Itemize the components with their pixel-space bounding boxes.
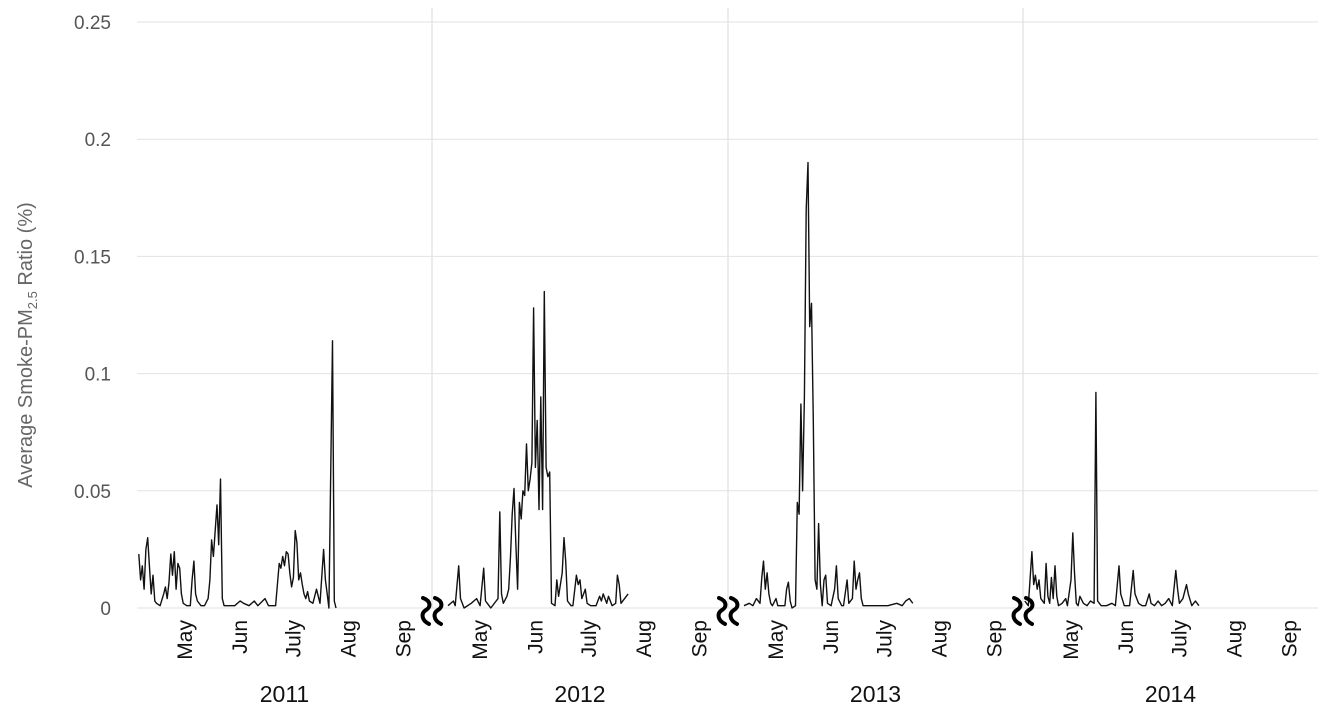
axis-break-marker [716, 596, 740, 626]
year-label: 2013 [850, 681, 901, 707]
x-axis-month-ticks: May Jun July Aug Sep May Jun July Aug Sep May Jun Ju… [174, 620, 1302, 660]
axis-break-marker [1011, 596, 1035, 626]
x-tick-label: July [578, 620, 601, 658]
data-line [138, 161, 1200, 609]
x-tick-label: July [1168, 620, 1191, 658]
year-label: 2012 [554, 681, 605, 707]
year-label: 2014 [1145, 681, 1196, 707]
y-tick-label: 0 [100, 599, 111, 620]
x-tick-label: Aug [1224, 620, 1247, 657]
x-tick-label: Sep [689, 620, 712, 657]
series-line-2014 [1024, 391, 1200, 607]
x-tick-label: May [469, 620, 492, 660]
series-line-2013 [743, 161, 914, 609]
x-tick-label: May [174, 620, 197, 660]
x-tick-label: Sep [393, 620, 416, 657]
y-axis-label: Average Smoke-PM2.5 Ratio (%) [15, 202, 40, 488]
x-tick-label: Sep [1279, 620, 1302, 657]
x-tick-label: July [873, 620, 896, 658]
year-label: 2011 [260, 681, 309, 707]
x-tick-label: May [765, 620, 788, 660]
y-tick-label: 0.2 [85, 130, 111, 151]
series-line-2011 [138, 340, 337, 609]
y-tick-label: 0.1 [85, 365, 111, 386]
y-tick-label: 0.05 [74, 482, 111, 503]
axis-break-markers [420, 596, 1035, 626]
x-tick-label: Sep [984, 620, 1007, 657]
y-tick-label: 0.25 [74, 13, 111, 34]
axis-break-marker [420, 596, 444, 626]
y-axis-ticks: 0 0.05 0.1 0.15 0.2 0.25 [74, 13, 111, 620]
x-tick-label: May [1060, 620, 1083, 660]
x-tick-label: July [282, 620, 305, 658]
gridlines [137, 8, 1318, 609]
y-tick-label: 0.15 [74, 247, 111, 268]
x-tick-label: Jun [1115, 620, 1138, 654]
x-tick-label: Aug [338, 620, 361, 657]
x-tick-label: Jun [820, 620, 843, 654]
x-axis-year-labels: 2011 2012 2013 2014 [260, 681, 1197, 707]
x-tick-label: Jun [229, 620, 252, 654]
x-tick-label: Jun [524, 620, 547, 654]
series-line-2012 [447, 290, 629, 609]
x-tick-label: Aug [929, 620, 952, 657]
x-tick-label: Aug [633, 620, 656, 657]
